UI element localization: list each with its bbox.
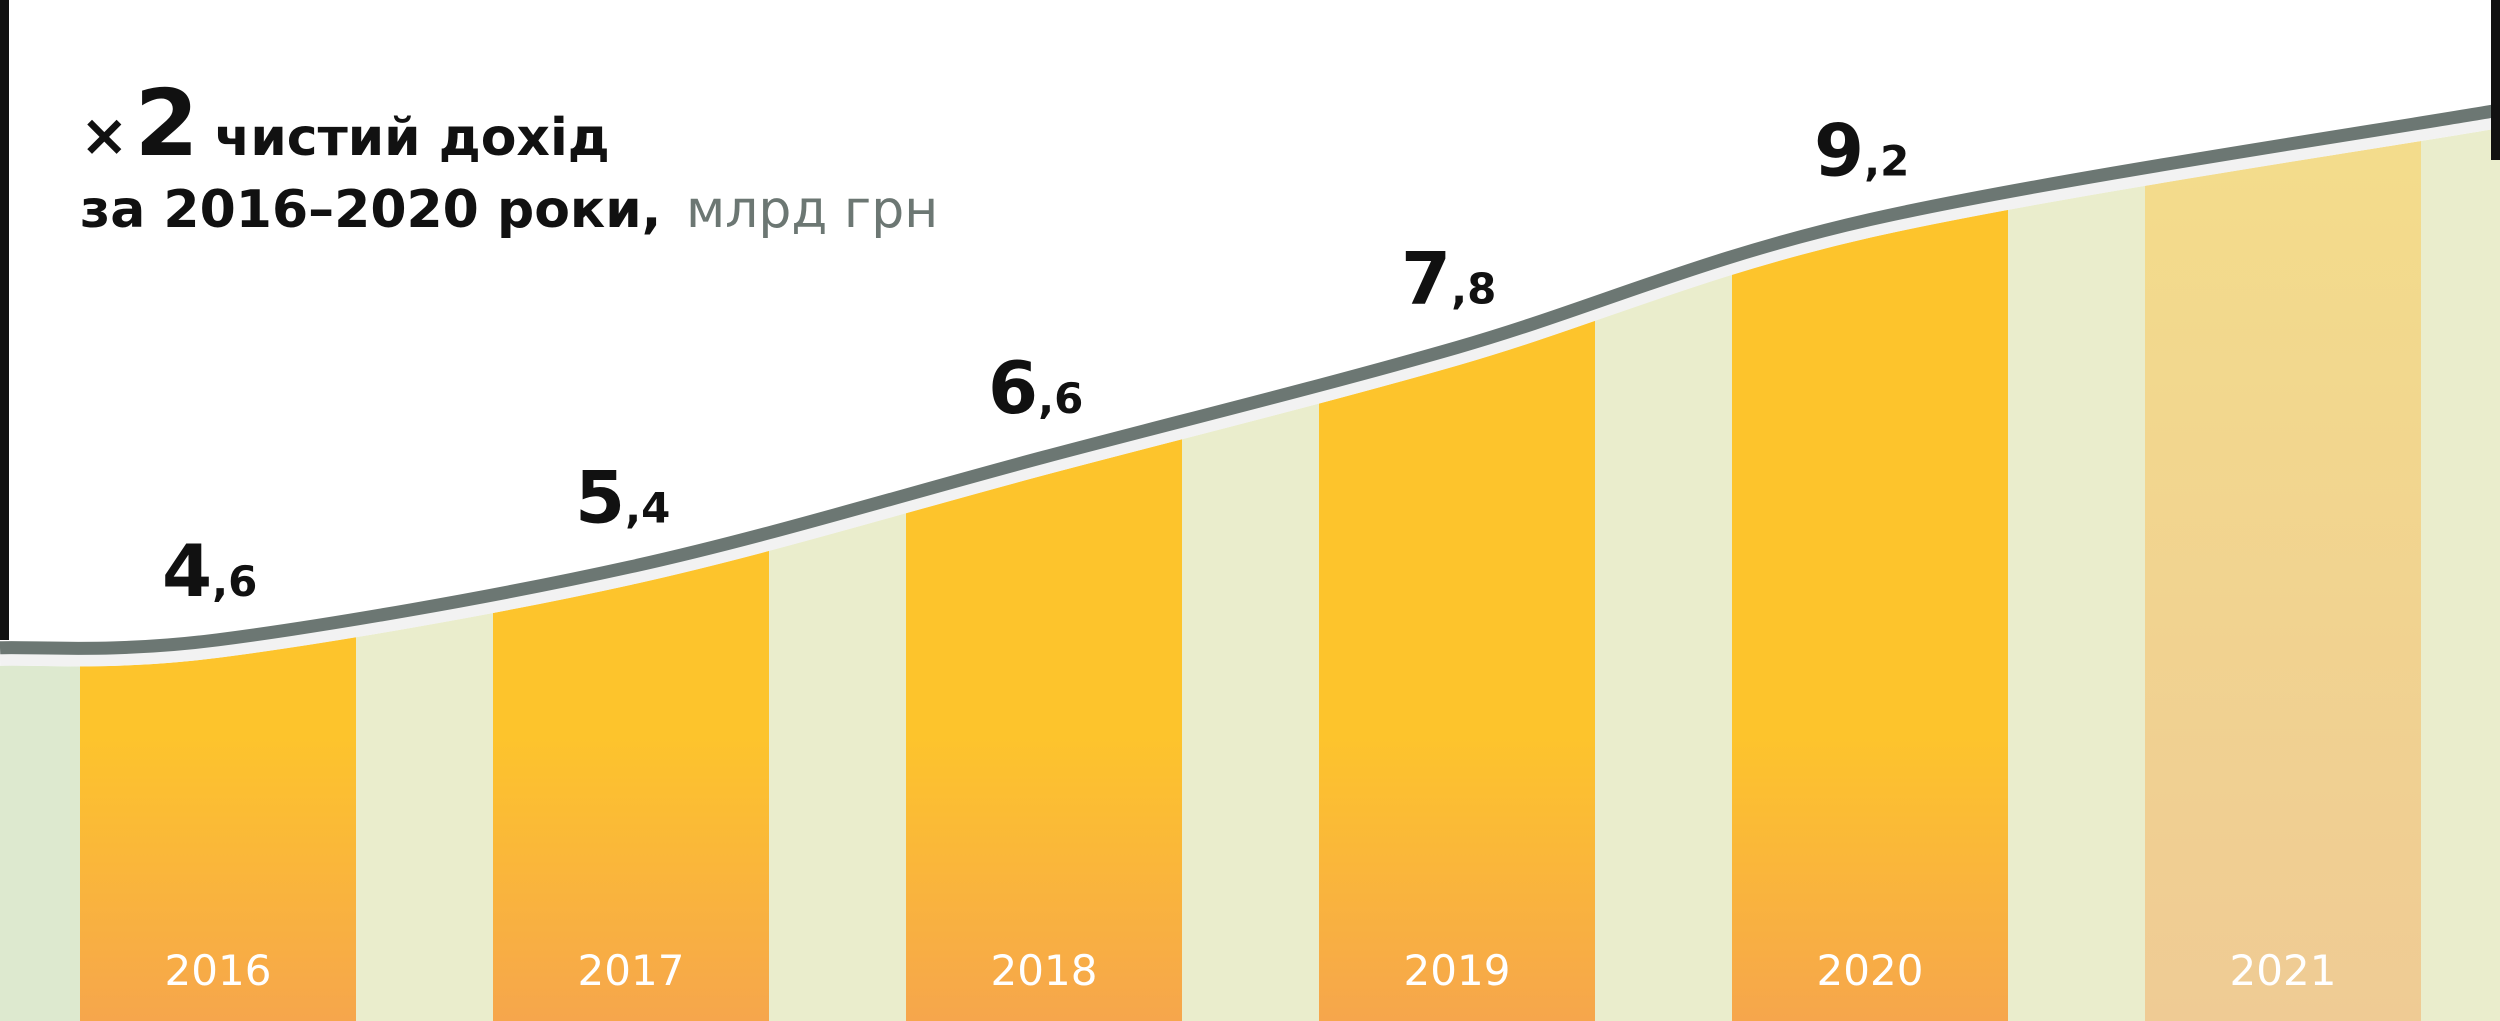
chart-subtitle: за 2016–2020 роки, (80, 180, 662, 240)
background-stripe (2008, 127, 2145, 1021)
bar-2021 (2145, 127, 2421, 1021)
value-label: 9,2 (1814, 109, 1909, 193)
background-stripe (1182, 127, 1319, 1021)
chart-title: чистий дохід (214, 108, 610, 168)
year-label: 2021 (2230, 946, 2337, 995)
year-labels: 2016 2017 2018 2019 2020 2021 (165, 946, 2337, 995)
year-label: 2016 (165, 946, 272, 995)
bar-2018 (906, 127, 1182, 1021)
multiply-icon: × (80, 101, 129, 169)
growth-multiplier: 2 (134, 70, 199, 177)
year-label: 2017 (578, 946, 685, 995)
value-label: 6,6 (988, 346, 1083, 430)
value-label: 5,4 (575, 456, 670, 540)
year-label: 2019 (1404, 946, 1511, 995)
units-label: млрд грн (685, 180, 939, 240)
background-stripe (0, 127, 80, 1021)
bar-2019 (1319, 127, 1595, 1021)
value-labels: 4,6 5,4 6,6 7,8 9,2 (162, 109, 1909, 613)
right-edge-line (2491, 0, 2500, 160)
year-label: 2020 (1817, 946, 1924, 995)
background-stripe (2421, 127, 2500, 1021)
trend-curve-line (0, 103, 2500, 655)
left-axis-line (0, 0, 9, 640)
trend-curve (0, 103, 2500, 667)
value-label: 7,8 (1401, 236, 1496, 320)
trend-curve-highlight (0, 116, 2500, 667)
background-stripe (1595, 127, 1732, 1021)
bar-2020 (1732, 127, 2008, 1021)
year-label: 2018 (991, 946, 1098, 995)
chart-header: × 2 чистий дохід за 2016–2020 роки, млрд… (80, 70, 939, 241)
value-label: 4,6 (162, 529, 257, 613)
